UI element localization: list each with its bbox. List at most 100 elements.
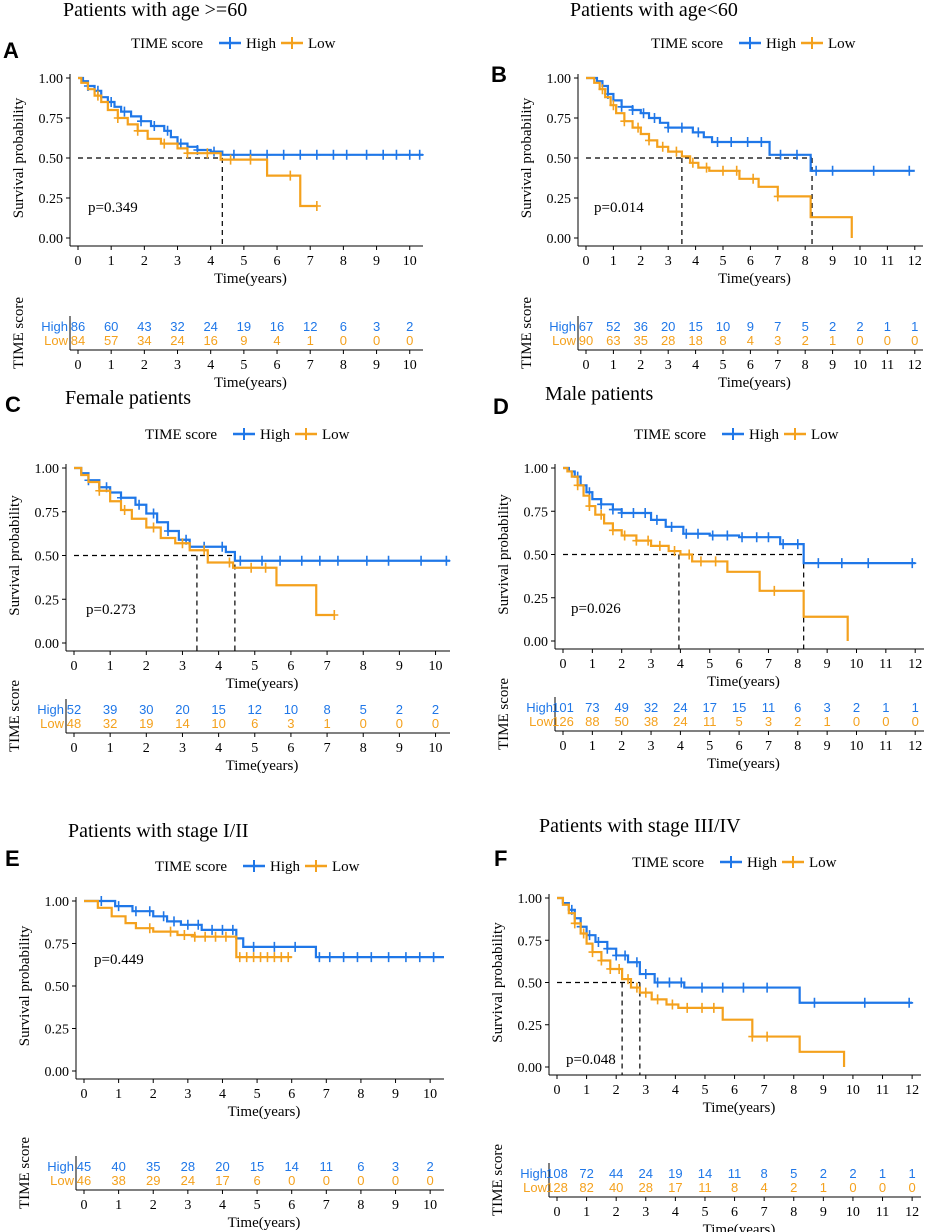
risk-x-tick-label: 2 (613, 1205, 620, 1220)
censor-mark-high (297, 555, 306, 566)
risk-x-tick-label: 3 (184, 1198, 191, 1213)
x-tick-label: 10 (403, 254, 417, 269)
legend: TIME score High Low (155, 859, 360, 875)
risk-x-tick-label: 5 (719, 358, 726, 373)
x-tick-label: 3 (179, 659, 186, 674)
censor-mark-low (655, 540, 664, 551)
censor-mark-high (814, 558, 823, 569)
risk-x-tick-label: 4 (219, 1198, 226, 1213)
risk-count-low: 28 (639, 1180, 653, 1195)
x-tick-label: 0 (75, 254, 82, 269)
censor-mark-high (905, 997, 914, 1008)
risk-row-label-low: Low (523, 1180, 547, 1195)
x-tick-label: 9 (824, 657, 831, 672)
risk-count-high: 8 (761, 1166, 768, 1181)
risk-x-tick-label: 7 (323, 1198, 330, 1213)
censor-mark-low (226, 154, 235, 165)
risk-count-low: 10 (211, 716, 225, 731)
risk-count-high: 12 (303, 319, 317, 334)
risk-count-low: 0 (853, 714, 860, 729)
risk-x-tick-label: 10 (423, 1198, 437, 1213)
censor-mark-high (650, 113, 659, 123)
risk-count-high: 35 (146, 1159, 160, 1174)
censor-mark-high (664, 122, 673, 133)
censor-mark-high (353, 952, 362, 963)
censor-mark-high (145, 906, 154, 917)
x-tick-label: 1 (115, 1087, 122, 1102)
risk-count-low: 8 (719, 333, 726, 348)
censor-mark-high (639, 108, 648, 119)
y-axis-title: Survival probability (496, 494, 512, 615)
censor-mark-low (190, 931, 199, 942)
x-tick-label: 4 (215, 659, 222, 674)
x-tick-label: 4 (672, 1083, 679, 1098)
x-tick-label: 6 (287, 659, 294, 674)
censor-mark-low (286, 170, 295, 181)
risk-x-tick-label: 2 (618, 739, 625, 754)
risk-table: HighLow868406057143342322432416419951646… (11, 297, 423, 391)
risk-x-tick-label: 0 (583, 358, 590, 373)
censor-mark-high (677, 977, 686, 988)
y-tick-label: 0.50 (524, 549, 549, 564)
censor-mark-high (159, 911, 168, 922)
risk-y-axis-title: TIME score (7, 680, 23, 752)
censor-mark-high (723, 530, 732, 541)
y-tick-label: 0.75 (518, 934, 543, 949)
censor-mark-high (677, 122, 686, 133)
x-tick-label: 10 (849, 657, 863, 672)
censor-mark-high (333, 555, 342, 566)
censor-mark-high (793, 539, 802, 550)
risk-x-tick-label: 6 (274, 358, 281, 373)
risk-x-tick-label: 11 (876, 1205, 889, 1220)
risk-x-tick-label: 12 (908, 358, 922, 373)
censor-mark-high (641, 969, 650, 980)
risk-x-tick-label: 2 (141, 358, 148, 373)
km-curve-low (586, 76, 853, 238)
risk-x-tick-label: 6 (747, 358, 754, 373)
risk-table: HighLow679005263136352202831518410859467… (519, 297, 923, 391)
risk-count-high: 3 (392, 1159, 399, 1174)
censor-mark-high (415, 952, 424, 963)
risk-x-tick-label: 9 (396, 741, 403, 756)
censor-mark-high (812, 165, 821, 176)
risk-x-tick-label: 2 (150, 1198, 157, 1213)
legend: TIME score High Low (634, 427, 839, 443)
risk-count-low: 2 (790, 1180, 797, 1195)
x-tick-label: 3 (184, 1087, 191, 1102)
censor-mark-low (688, 157, 697, 168)
risk-x-tick-label: 12 (905, 1205, 919, 1220)
risk-count-low: 32 (103, 716, 117, 731)
risk-x-tick-label: 8 (357, 1198, 364, 1213)
risk-count-high: 6 (357, 1159, 364, 1174)
risk-count-high: 2 (856, 319, 863, 334)
x-tick-label: 3 (174, 254, 181, 269)
y-tick-label: 1.00 (547, 72, 572, 87)
y-axis-title: Survival probability (11, 97, 27, 218)
censor-mark-low (573, 480, 582, 491)
risk-count-low: 9 (240, 333, 247, 348)
risk-row-label-high: High (526, 700, 553, 715)
censor-mark-high (342, 149, 351, 160)
censor-mark-high (279, 149, 288, 160)
x-tick-label: 5 (254, 1087, 261, 1102)
censor-mark-low (200, 545, 209, 556)
y-tick-label: 0.00 (518, 1061, 543, 1076)
x-axis-title: Time(years) (226, 676, 299, 692)
risk-count-low: 35 (634, 333, 648, 348)
risk-x-tick-label: 7 (765, 739, 772, 754)
panel-title: Patients with stage III/IV (539, 815, 741, 837)
risk-x-tick-label: 9 (373, 358, 380, 373)
censor-mark-low (658, 141, 667, 152)
censor-mark-high (869, 165, 878, 176)
risk-count-high: 1 (884, 319, 891, 334)
risk-x-tick-label: 7 (761, 1205, 768, 1220)
censor-mark-low (312, 201, 321, 211)
censor-mark-high (183, 919, 192, 930)
x-tick-label: 1 (610, 254, 617, 269)
censor-mark-high (653, 977, 662, 988)
censor-mark-high (752, 532, 761, 543)
risk-count-low: 0 (406, 333, 413, 348)
legend-title: TIME score (651, 36, 723, 52)
risk-count-low: 2 (802, 333, 809, 348)
